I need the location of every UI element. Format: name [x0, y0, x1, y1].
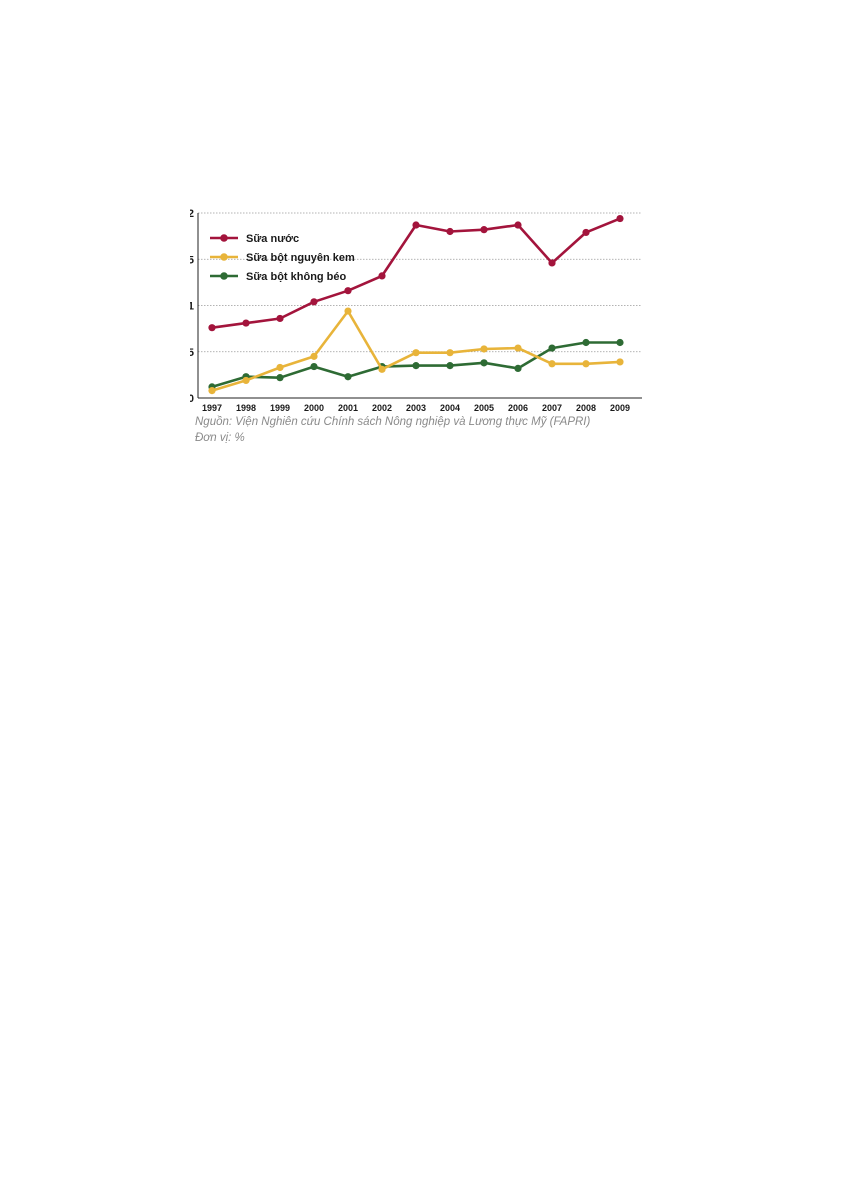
data-point: [446, 349, 454, 357]
x-tick-label: 1999: [270, 403, 290, 413]
data-point: [616, 358, 624, 366]
data-point: [514, 344, 522, 352]
x-tick-label: 2006: [508, 403, 528, 413]
y-tick-label: 0: [190, 393, 194, 405]
data-point: [242, 319, 250, 327]
y-tick-label: 2: [190, 208, 194, 220]
x-tick-label: 2008: [576, 403, 596, 413]
x-tick-label: 1997: [202, 403, 222, 413]
data-point: [412, 362, 420, 370]
data-point: [582, 360, 590, 368]
data-point: [344, 287, 352, 295]
series-lines: [208, 214, 624, 395]
data-point: [514, 364, 522, 372]
x-tick-label: 1998: [236, 403, 256, 413]
data-point: [276, 374, 284, 382]
x-tick-label: 2001: [338, 403, 358, 413]
x-tick-label: 2003: [406, 403, 426, 413]
y-tick-label: 1: [190, 301, 194, 313]
unit-note: Đơn vị: %: [195, 432, 245, 444]
legend-label: Sữa nước: [246, 233, 299, 245]
data-point: [480, 359, 488, 367]
data-point: [616, 338, 624, 347]
data-point: [344, 307, 352, 315]
y-tick-label: 0,5: [190, 347, 194, 359]
data-point: [480, 226, 488, 234]
legend-label: Sữa bột nguyên kem: [246, 252, 355, 264]
x-tick-labels: 1997 1998 1999 2000 2001 2002 2003 2004 2005 2006…: [202, 403, 630, 413]
data-point: [344, 373, 352, 381]
legend-swatch-dot: [220, 272, 228, 280]
legend: Sữa nước Sữa bột nguyên kem Sữa bột không …: [210, 233, 355, 283]
data-point: [616, 214, 624, 223]
data-point: [548, 360, 556, 368]
data-point: [378, 365, 386, 373]
legend-swatch-dot: [220, 234, 228, 242]
data-point: [310, 298, 318, 306]
data-point: [242, 376, 250, 385]
data-point: [276, 314, 284, 323]
data-point: [582, 228, 590, 237]
data-point: [310, 352, 318, 360]
x-tick-label: 2002: [372, 403, 392, 413]
chart-figure: 0 0,5 1 1,5 2 1997 1998 1999 2000 2001 2002 2003 20…: [190, 200, 650, 445]
legend-swatch-dot: [220, 253, 228, 261]
x-tick-label: 2000: [304, 403, 324, 413]
data-point: [378, 272, 386, 280]
data-point: [208, 324, 216, 332]
y-tick-label: 1,5: [190, 254, 194, 266]
data-point: [548, 344, 556, 352]
data-point: [276, 363, 284, 372]
x-tick-label: 2007: [542, 403, 562, 413]
source-note: Nguồn: Viện Nghiên cứu Chính sách Nông n…: [195, 416, 591, 428]
x-tick-label: 2005: [474, 403, 494, 413]
data-point: [446, 362, 454, 370]
data-point: [412, 349, 420, 357]
data-point: [310, 362, 318, 371]
data-point: [548, 259, 556, 267]
data-point: [582, 338, 590, 347]
data-point: [480, 345, 488, 353]
data-point: [446, 227, 454, 236]
line-chart: 0 0,5 1 1,5 2 1997 1998 1999 2000 2001 2002 2003 20…: [190, 208, 642, 413]
legend-label: Sữa bột không béo: [246, 271, 347, 283]
y-tick-labels: 0 0,5 1 1,5 2: [190, 208, 194, 405]
data-point: [514, 221, 522, 229]
x-tick-label: 2004: [440, 403, 460, 413]
data-point: [412, 221, 420, 229]
data-point: [208, 387, 216, 395]
x-tick-label: 2009: [610, 403, 630, 413]
